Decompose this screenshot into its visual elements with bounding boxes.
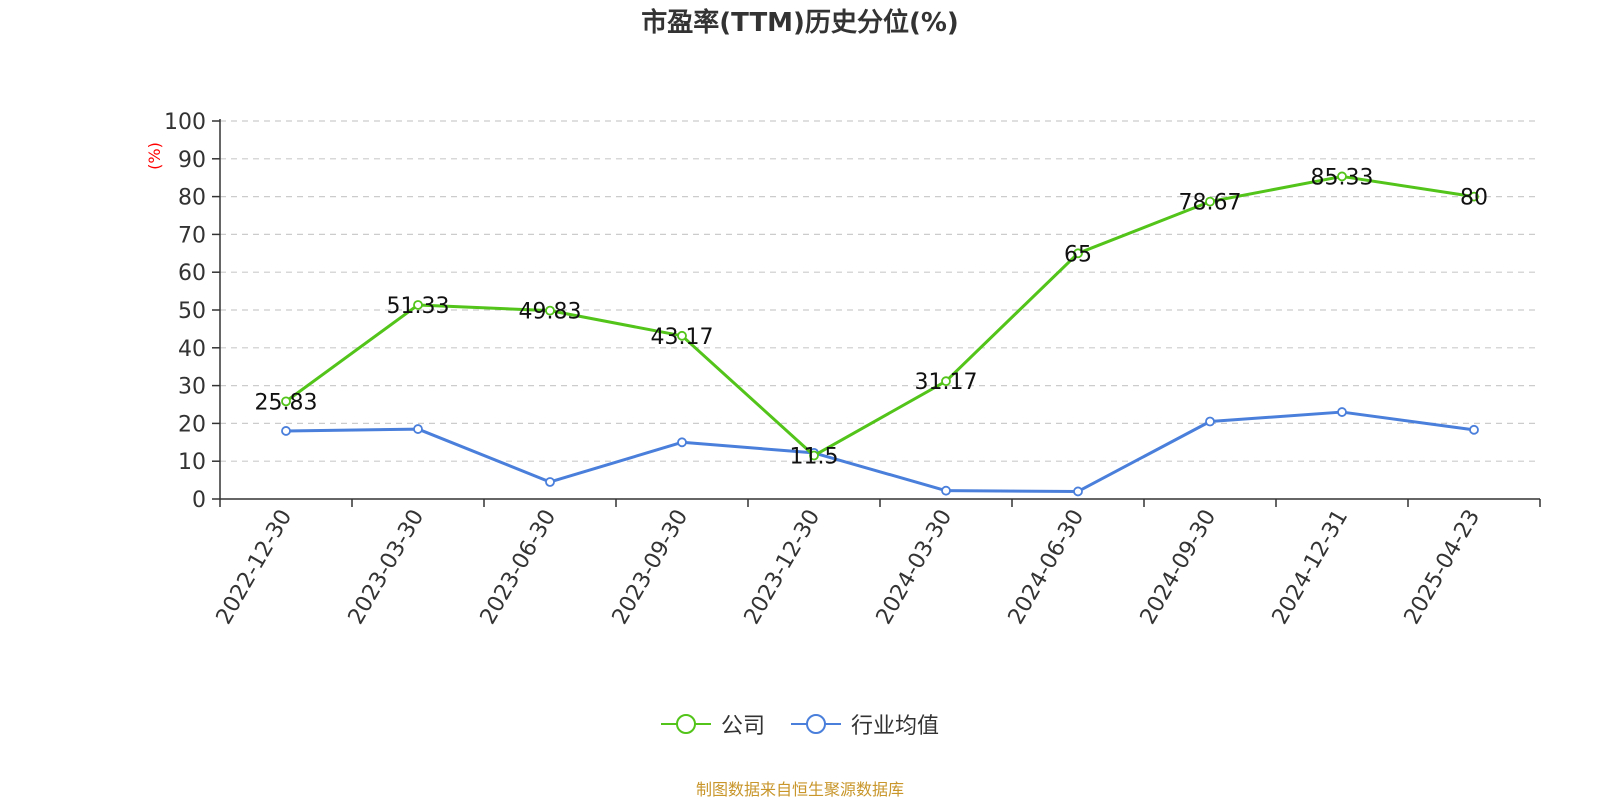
data-label: 65: [1064, 242, 1092, 267]
data-label: 80: [1460, 186, 1488, 211]
grid-lines: [220, 120, 1540, 462]
series-line-1: [285, 410, 1475, 493]
series-lines: [281, 171, 1479, 497]
data-label: 25.83: [255, 390, 318, 415]
y-tick-label: 100: [164, 110, 206, 135]
x-tick-label: 2025-04-23: [1400, 506, 1486, 629]
data-label: 11.5: [790, 445, 839, 470]
data-point[interactable]: [1205, 416, 1215, 427]
legend-company-icon: [660, 714, 711, 734]
data-point[interactable]: [941, 485, 951, 496]
data-label: 43.17: [651, 325, 714, 350]
legend-item-industry[interactable]: 行业均值: [791, 708, 939, 740]
y-tick-label: 40: [178, 337, 206, 362]
data-label: 51.33: [387, 294, 450, 319]
data-label: 49.83: [519, 300, 582, 325]
y-axis-label: (%): [145, 142, 164, 170]
y-tick-label: 70: [178, 223, 206, 248]
data-label: 31.17: [915, 370, 978, 395]
x-tick-label: 2024-06-30: [1004, 506, 1090, 629]
data-label: 78.67: [1179, 191, 1242, 216]
x-tick-label: 2024-03-30: [872, 506, 958, 629]
data-label: 85.33: [1311, 165, 1374, 190]
data-point[interactable]: [677, 437, 687, 448]
x-tick-label: 2022-12-30: [212, 506, 298, 629]
data-point[interactable]: [1073, 486, 1083, 497]
legend: 公司 行业均值: [0, 708, 1600, 740]
data-labels: 25.83 51.33 49.83 43.17 11.5 31.17 65 78.67 85.3…: [255, 165, 1488, 469]
data-point[interactable]: [1205, 196, 1215, 207]
data-point[interactable]: [413, 424, 423, 434]
y-tick-label: 30: [178, 375, 206, 400]
y-tick-label: 0: [192, 488, 206, 513]
legend-company-label: 公司: [720, 714, 765, 739]
legend-item-company[interactable]: 公司: [660, 708, 765, 740]
data-point[interactable]: [1469, 191, 1479, 202]
series-line-0: [285, 174, 1475, 458]
chart-title: 市盈率(TTM)历史分位(%): [641, 8, 959, 38]
y-tick-label: 10: [178, 450, 206, 475]
data-point[interactable]: [413, 300, 423, 310]
x-tick-label: 2023-06-30: [476, 506, 562, 629]
x-tick-label: 2023-12-30: [740, 506, 826, 629]
y-tick-label: 20: [178, 412, 206, 437]
y-tick-label: 90: [178, 148, 206, 173]
data-point[interactable]: [1469, 424, 1479, 435]
x-tick-label: 2023-09-30: [608, 506, 694, 629]
data-point[interactable]: [941, 376, 951, 387]
x-tick-label: 2024-09-30: [1136, 506, 1222, 629]
data-point[interactable]: [545, 477, 555, 487]
data-point[interactable]: [281, 396, 291, 407]
data-point[interactable]: [545, 305, 555, 316]
data-point[interactable]: [1337, 171, 1347, 182]
data-point[interactable]: [1073, 248, 1083, 259]
legend-industry-label: 行业均值: [851, 714, 940, 739]
data-point[interactable]: [1337, 407, 1347, 417]
y-tick-label: 50: [178, 299, 206, 324]
y-tick-label: 60: [178, 261, 206, 286]
y-tick-label: 80: [178, 186, 206, 211]
data-point[interactable]: [677, 330, 687, 341]
x-tick-label: 2024-12-31: [1268, 506, 1354, 629]
x-tick-label: 2023-03-30: [344, 506, 430, 629]
data-point[interactable]: [281, 426, 291, 436]
source-note: 制图数据来自恒生聚源数据库: [695, 780, 904, 799]
legend-industry-icon: [791, 714, 841, 734]
data-point[interactable]: [809, 450, 819, 461]
